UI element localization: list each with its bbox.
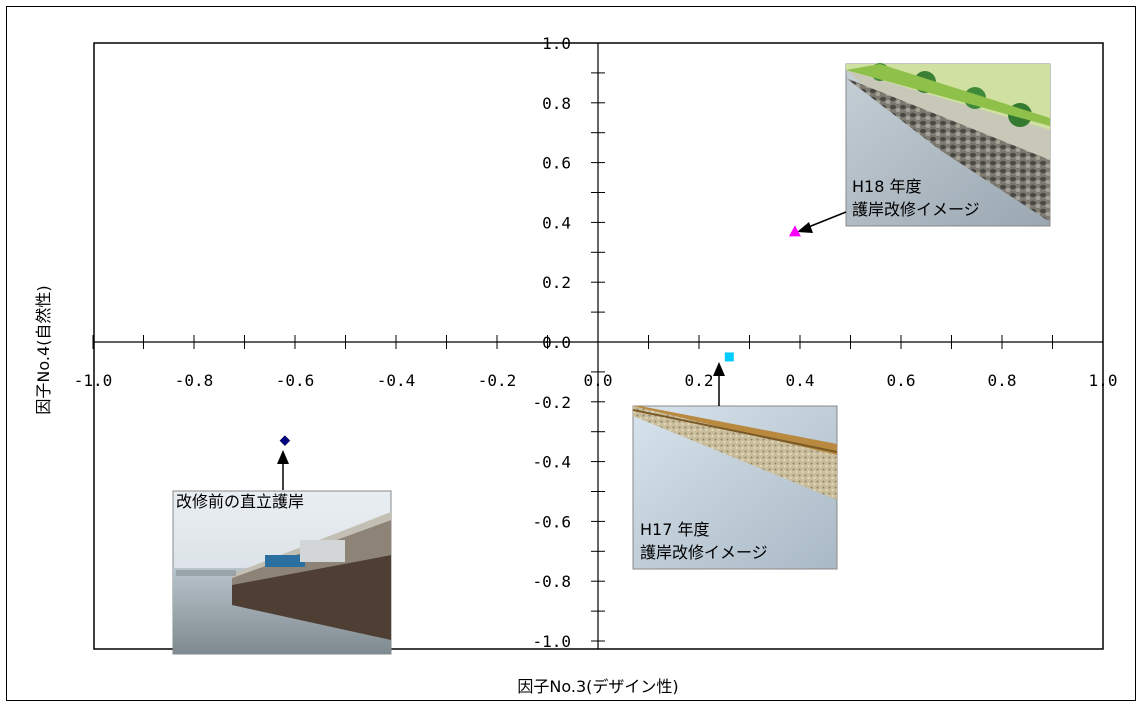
concrete-seawall-photo xyxy=(173,491,391,654)
y-tick-label: 0.8 xyxy=(542,94,571,113)
annotation-h17-line2: 護岸改修イメージ xyxy=(640,543,768,562)
x-tick-label: 1.0 xyxy=(1089,371,1118,390)
y-tick-label: -1.0 xyxy=(532,632,571,651)
y-tick-label: -0.2 xyxy=(532,393,571,412)
data-point-square xyxy=(725,352,734,361)
y-tick-label: 0.2 xyxy=(542,273,571,292)
y-tick-label: 0.6 xyxy=(542,154,571,173)
x-tick-label: -0.8 xyxy=(175,371,214,390)
data-point-diamond xyxy=(280,436,290,446)
x-tick-label: 0.0 xyxy=(584,371,613,390)
x-tick-label: 0.4 xyxy=(786,371,815,390)
x-tick-label: 0.6 xyxy=(887,371,916,390)
arrow-h18 xyxy=(806,212,846,228)
annotation-before-seawall: 改修前の直立護岸 xyxy=(173,491,391,654)
annotation-h18-line2: 護岸改修イメージ xyxy=(852,200,980,219)
x-axis-title: 因子No.3(デザイン性) xyxy=(517,677,678,696)
x-tick-label: -1.0 xyxy=(74,371,113,390)
annotation-h17-line1: H17 年度 xyxy=(640,520,709,539)
y-tick-label: -0.6 xyxy=(532,512,571,531)
annotation-h17: H17 年度 護岸改修イメージ xyxy=(633,406,837,569)
y-tick-label: 0.4 xyxy=(542,213,571,232)
annotation-before-label: 改修前の直立護岸 xyxy=(176,492,304,511)
x-tick-label: 0.8 xyxy=(988,371,1017,390)
x-tick-label: 0.2 xyxy=(685,371,714,390)
y-tick-label: 1.0 xyxy=(542,34,571,53)
y-axis-title: 因子No.4(自然性) xyxy=(34,285,53,414)
y-tick-label: -0.4 xyxy=(532,453,571,472)
y-tick-label: -0.8 xyxy=(532,572,571,591)
annotation-h18-line1: H18 年度 xyxy=(852,177,921,196)
arrowhead-before xyxy=(277,450,289,464)
arrowhead-h17 xyxy=(713,362,725,376)
x-tick-label: -0.6 xyxy=(276,371,315,390)
x-tick-label: -0.2 xyxy=(478,371,517,390)
arrowhead-h18 xyxy=(797,222,813,233)
y-tick-label: 0.0 xyxy=(542,333,571,352)
x-tick-label: -0.4 xyxy=(377,371,416,390)
annotation-h18: H18 年度 護岸改修イメージ xyxy=(846,63,1050,226)
